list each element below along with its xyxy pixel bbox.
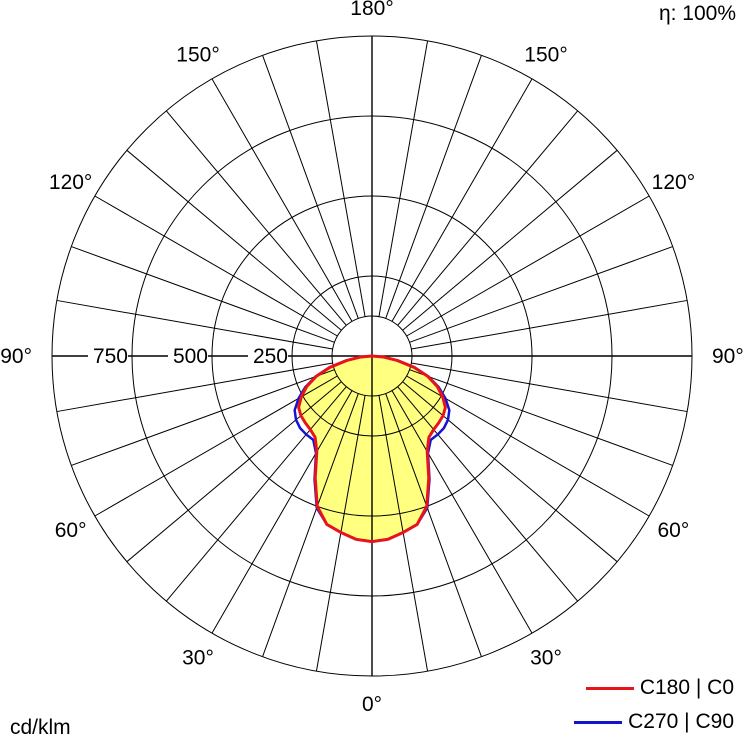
radial-label-bg	[248, 344, 288, 368]
grid-spoke	[406, 195, 650, 337]
grid-spoke	[397, 386, 579, 602]
legend-item-c270-c90: C270 | C90	[574, 710, 734, 734]
grid-spoke	[409, 246, 673, 343]
grid-spoke	[126, 149, 342, 331]
legend-label: C180 | C0	[639, 676, 734, 699]
angle-label: 0°	[362, 693, 382, 716]
grid-spoke	[71, 369, 335, 466]
grid-spoke	[126, 381, 342, 563]
grid-spoke	[385, 393, 482, 657]
radial-label-bg	[168, 344, 208, 368]
radial-tick-label: 750	[93, 345, 128, 368]
grid-spoke	[262, 393, 359, 657]
grid-spoke	[385, 55, 482, 319]
grid-spoke	[56, 362, 333, 413]
angle-label: 60°	[657, 519, 689, 542]
radial-label-bg	[88, 344, 128, 368]
grid-spoke	[71, 246, 335, 343]
angle-label: 30°	[182, 646, 214, 669]
legend-swatch	[585, 686, 634, 690]
angle-label: 90°	[0, 345, 32, 368]
grid-spoke	[411, 299, 688, 350]
grid-spoke	[391, 78, 533, 322]
grid-spoke	[402, 381, 618, 563]
grid-spoke	[211, 78, 353, 322]
grid-spoke	[409, 369, 673, 466]
angle-label: 30°	[530, 646, 562, 669]
grid-spoke	[94, 195, 338, 337]
radial-tick-label: 500	[173, 345, 208, 368]
grid-spoke	[56, 299, 333, 350]
grid-spoke	[262, 55, 359, 319]
legend-label: C270 | C90	[628, 710, 734, 733]
series-line-0	[297, 354, 447, 544]
legend-swatch	[574, 720, 623, 724]
angle-label: 120°	[652, 171, 695, 194]
efficiency-label: η: 100%	[658, 2, 736, 25]
grid-spoke	[378, 40, 429, 317]
grid-spoke	[391, 390, 533, 634]
grid-spoke	[211, 390, 353, 634]
radial-tick-label: 250	[253, 345, 288, 368]
grid-spoke	[402, 149, 618, 331]
units-label: cd/klm	[10, 716, 71, 739]
angle-label: 90°	[712, 345, 744, 368]
grid-spoke	[411, 362, 688, 413]
angle-label: 180°	[350, 0, 393, 20]
angle-label: 150°	[176, 44, 219, 67]
angle-label: 120°	[49, 171, 92, 194]
angle-label: 150°	[524, 44, 567, 67]
grid-spoke	[165, 386, 347, 602]
angle-label: 60°	[55, 519, 87, 542]
grid-spoke	[397, 110, 579, 326]
legend-item-c180-c0: C180 | C0	[585, 676, 734, 700]
grid-spoke	[165, 110, 347, 326]
grid-spoke	[315, 40, 366, 317]
